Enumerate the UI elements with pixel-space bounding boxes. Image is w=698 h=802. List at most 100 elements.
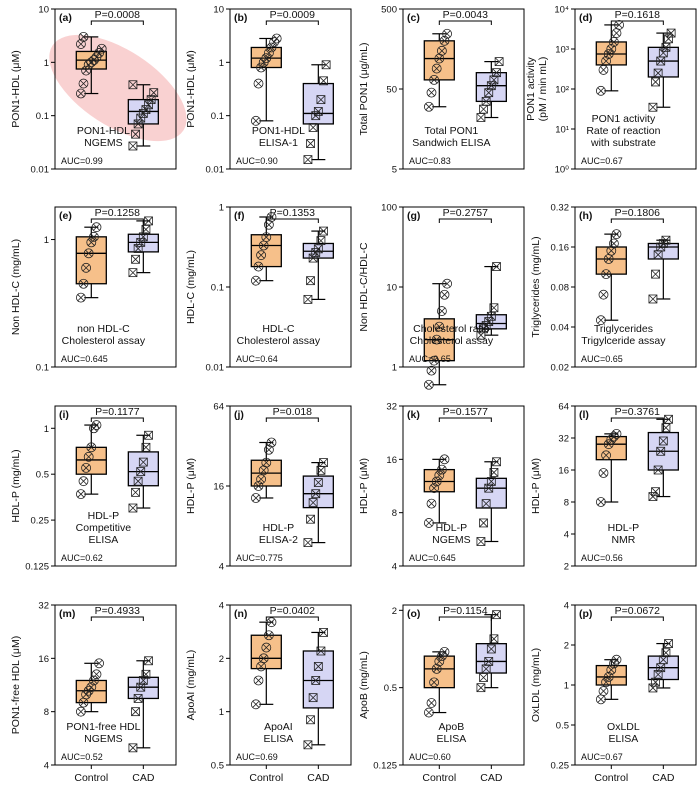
control-point [436,306,447,316]
cad-point [486,644,496,654]
y-axis-label: PON1-free HDL (μM) [10,636,22,734]
assay-label: Total PON1 [425,125,479,137]
cad-point [486,311,496,321]
box-cad [127,656,159,753]
cad-point [486,81,496,91]
control-point [434,53,445,64]
control-point [78,278,89,289]
y-tick-label: 0.5 [556,721,569,732]
control-point [83,451,94,462]
control-point [76,88,86,99]
p-value: P=0.1806 [615,207,660,219]
assay-label: HDL-P [436,522,468,534]
y-tick-label: 0.5 [36,470,49,481]
y-tick-label: 1 [44,58,49,69]
y-tick-label: 2 [392,606,397,617]
cad-point [651,77,660,87]
significance-bracket [610,218,664,223]
y-tick-label: 32 [38,601,49,612]
control-point [86,442,97,453]
y-tick-label: 0.04 [551,323,570,334]
box-control [250,33,282,126]
y-tick-label: 10⁰ [555,165,570,176]
cad-point [661,42,671,52]
control-point [436,464,447,475]
y-tick-label: 0.16 [551,243,570,254]
y-tick-label: 10 [213,5,224,16]
iqr-box [250,634,282,670]
assay-label: ELISA [264,733,294,745]
control-point [442,278,453,289]
box-control [423,454,455,528]
control-point [81,65,91,76]
y-tick-label: 50 [386,85,397,96]
cad-point [311,676,321,685]
y-axis-label: PON1-HDL (μM) [185,50,197,127]
cad-point [306,276,315,286]
assay-label: Cholesterol assay [62,335,146,347]
y-tick-label: 5 [392,165,397,176]
box-cad [302,458,334,548]
p-value: P=0.1177 [95,406,140,418]
y-tick-label: 1 [44,424,49,435]
assay-label: HDL-P [608,522,640,534]
control-point [434,656,445,667]
assay-label: Cholesterol assay [237,335,321,347]
iqr-box [302,475,334,509]
control-point [256,474,267,485]
control-point [442,28,453,39]
x-category-label: Control [74,772,108,784]
control-point [429,74,440,85]
cad-point [489,634,499,644]
assay-label: HDL-C [262,323,295,335]
assay-label: PON1-free HDL [66,721,140,733]
auc-value: AUC=0.67 [581,156,623,166]
assay-label: Cholesterol assay [410,335,494,347]
cad-point [144,100,153,110]
cad-point [316,236,326,246]
y-axis-label: PON1-HDL (μM) [10,50,22,127]
control-point [426,87,437,98]
plot-frame [574,405,697,567]
cad-point [308,498,318,508]
plot-frame [54,206,177,368]
control-point [253,675,264,686]
cad-point [133,476,143,486]
control-point [253,261,264,272]
p-value: P=0.0043 [443,9,488,21]
assay-label: Triglycerides [594,323,653,335]
cad-point [658,436,668,446]
cad-point [308,253,318,263]
control-point [598,686,609,696]
y-tick-label: 64 [558,402,569,413]
assay-label: Trigylceride assay [581,335,666,347]
y-tick-label: 2 [564,641,569,652]
auc-value: AUC=0.65 [409,354,451,364]
p-value: P=0.0672 [615,605,660,617]
y-tick-label: 10² [555,85,569,96]
y-axis-label: HDL-P (μM) [530,458,542,514]
box-control [75,658,107,717]
panel-o: 0.125 0.5 2 ApoB (mg/mL) (o) P=0.1154 ApoBELIS… [358,604,525,784]
control-point [250,699,261,710]
y-tick-label: 32 [558,434,569,445]
control-point [423,518,434,528]
y-tick-label: 10 [386,283,397,294]
box-cad [127,216,159,278]
significance-bracket [438,218,492,223]
assay-label: NGEMS [84,137,123,149]
y-axis-label-line: (pM / min mL) [537,57,549,122]
panel-i: 0.125 0.25 0.5 1 HDL-P (mg/mL) (i) P=0.1177 HDL… [10,405,177,573]
cad-point [128,141,138,151]
cad-point [479,104,488,114]
iqr-box [250,234,282,268]
plot-frame [402,604,525,766]
y-axis-label-line: PON1 activity [525,56,537,120]
panel-b: 0.01 0.1 1 10 PON1-HDL (μM) (b) P=0.0009 PON1-H… [185,5,352,176]
significance-bracket [438,417,492,422]
cad-point [141,105,151,114]
control-point [423,379,434,390]
control-point [423,101,434,112]
significance-bracket [610,20,664,25]
